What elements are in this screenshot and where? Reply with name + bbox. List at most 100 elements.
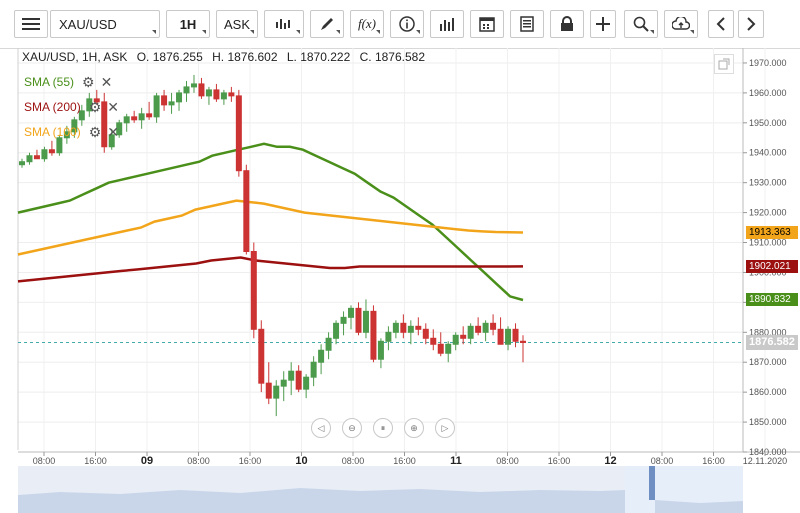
candle-body [348, 307, 355, 318]
time-tick-label: 10 [295, 455, 307, 467]
price-tick-label: 1840.000 [749, 447, 787, 457]
close-icon[interactable]: ✕ [107, 99, 119, 115]
grid-lines [18, 48, 766, 453]
zoom-button[interactable] [624, 10, 658, 38]
candle-body [161, 95, 168, 106]
candle-body [490, 322, 497, 330]
candle-body [505, 328, 512, 345]
candle-body [452, 334, 459, 345]
time-tick-label: 08:00 [651, 456, 674, 466]
candle-body [520, 340, 526, 343]
menu-button[interactable] [14, 10, 48, 38]
calendar-button[interactable] [470, 10, 504, 38]
indicator-label: SMA (55) [24, 75, 75, 89]
price-tick-label: 1940.000 [749, 148, 787, 158]
cloud-upload-button[interactable] [664, 10, 698, 38]
candle-body [78, 110, 85, 121]
zoom-in-button[interactable]: ⊕ [404, 418, 424, 438]
pan-right-button[interactable]: ▷ [435, 418, 455, 438]
candle-body [445, 343, 452, 354]
candle-body [56, 137, 63, 154]
time-tick-label: 11 [450, 455, 462, 467]
toolbar: XAU/USD 1H ASK f(x) [0, 0, 800, 49]
candle-body [63, 131, 70, 139]
dropdown-caret-icon [416, 30, 420, 34]
close-icon[interactable]: ✕ [100, 74, 113, 90]
candle-body [497, 328, 504, 345]
candle-body [325, 337, 332, 351]
candle-body [33, 155, 40, 160]
candle-body [482, 322, 489, 333]
cloud-upload-icon [672, 17, 690, 30]
candle-body [228, 92, 235, 97]
time-axis: 08:00 16:00 09 08:00 16:00 10 08:00 16:00 11 08:0… [33, 452, 787, 467]
time-tick-label: 16:00 [393, 456, 416, 466]
dropdown-caret-icon [202, 30, 206, 34]
candle-body [273, 385, 280, 399]
price-type-select[interactable]: ASK [216, 10, 258, 38]
candle-body [318, 349, 325, 363]
indicator-sma55: SMA (55) ⚙ ✕ [24, 75, 118, 89]
expand-chart-button[interactable] [714, 54, 734, 74]
close-icon[interactable]: ✕ [107, 124, 119, 140]
candle-body [340, 316, 347, 324]
candle-body [183, 86, 190, 94]
candle-body [190, 83, 197, 88]
timeframe-label: 1H [179, 16, 197, 32]
indicator-label: SMA (200) [24, 100, 81, 114]
info-button[interactable] [390, 10, 424, 38]
dropdown-caret-icon [336, 30, 340, 34]
gear-icon[interactable]: ⚙ [82, 74, 95, 90]
candle-body [153, 95, 160, 118]
candle-body [101, 101, 108, 148]
candle-body [430, 337, 437, 345]
candle-body [415, 325, 422, 330]
candle-body [258, 328, 265, 384]
crosshair-icon [596, 17, 610, 31]
sma100-price-label: 1913.363 [746, 225, 798, 239]
candle-body [377, 340, 384, 360]
lock-button[interactable] [550, 10, 584, 38]
candle-body [265, 382, 272, 399]
candle-body [250, 250, 257, 330]
hamburger-icon [22, 18, 40, 30]
gear-icon[interactable]: ⚙ [88, 99, 102, 115]
sma-lines [17, 142, 524, 302]
price-tick-label: 1860.000 [749, 387, 787, 397]
price-tick-label: 1850.000 [749, 417, 787, 427]
chevron-left-icon [716, 17, 725, 31]
chart-type-button[interactable] [264, 10, 304, 38]
ohlc-info: XAU/USD, 1H, ASK O. 1876.255 H. 1876.602… [22, 50, 431, 64]
expand-icon [718, 58, 730, 70]
scroll-right-button[interactable] [738, 10, 764, 38]
gear-icon[interactable]: ⚙ [88, 124, 102, 140]
templates-button[interactable] [510, 10, 544, 38]
candle-body [71, 119, 78, 133]
candlestick-icon [276, 19, 290, 29]
candle-body [108, 134, 115, 148]
candle-body [467, 325, 474, 339]
scroll-left-button[interactable] [708, 10, 734, 38]
indicators-button[interactable]: f(x) [350, 10, 384, 38]
crosshair-button[interactable] [590, 10, 616, 38]
timeframe-select[interactable]: 1H [166, 10, 210, 38]
candle-body [370, 310, 377, 360]
pause-button[interactable]: ⏸ [373, 418, 393, 438]
candle-body [168, 101, 175, 106]
candle-body [437, 343, 444, 354]
symbol-select[interactable]: XAU/USD [50, 10, 160, 38]
indicator-sma200: SMA (200) ⚙ ✕ [24, 100, 125, 114]
dropdown-caret-icon [250, 30, 254, 34]
zoom-out-button[interactable]: ⊖ [342, 418, 362, 438]
pan-left-button[interactable]: ◁ [311, 418, 331, 438]
draw-tool-button[interactable] [310, 10, 344, 38]
navigator-area-right [655, 500, 743, 513]
candle-body [116, 122, 123, 136]
dropdown-caret-icon [650, 30, 654, 34]
volume-button[interactable] [430, 10, 464, 38]
time-tick-label: 16:00 [84, 456, 107, 466]
sma55-price-label: 1890.832 [746, 293, 798, 307]
price-tick-label: 1950.000 [749, 118, 787, 128]
indicator-sma100: SMA (100) ⚙ ✕ [24, 125, 125, 139]
